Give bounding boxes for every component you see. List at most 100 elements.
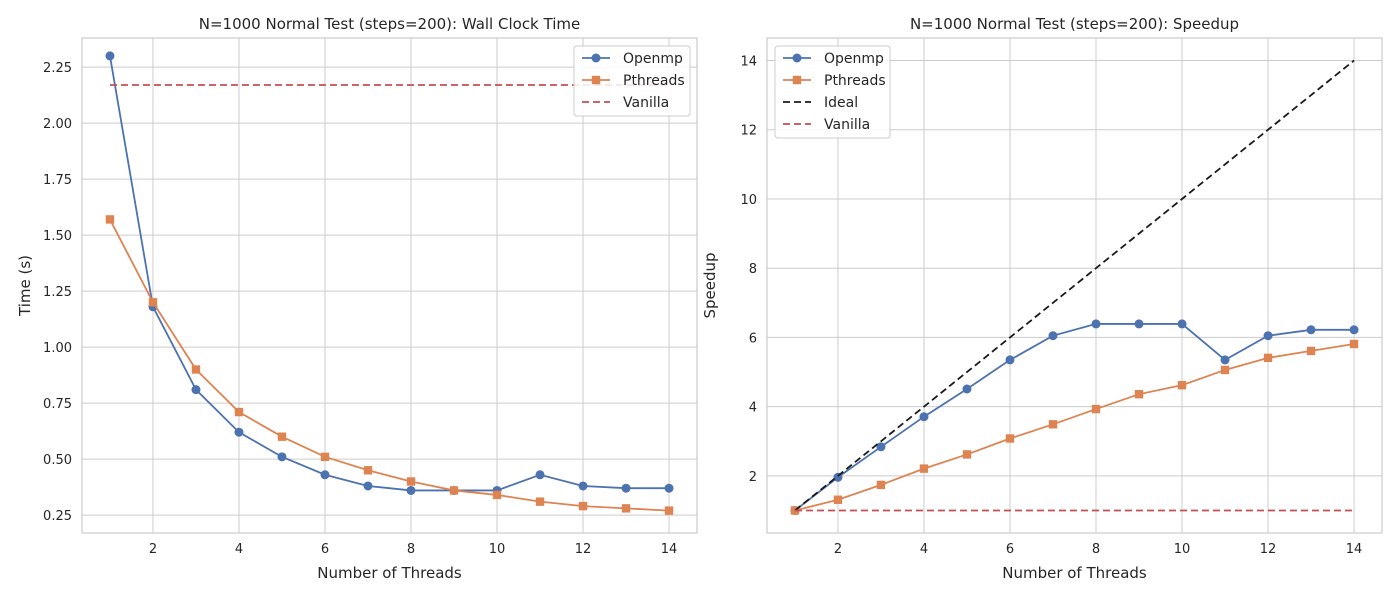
openmp-data-point (1220, 355, 1230, 365)
x-axis-label: Number of Threads (317, 564, 462, 582)
y-axis-label: Speedup (701, 252, 719, 318)
pthreads-data-point (535, 497, 545, 506)
pthreads-data-point (876, 480, 886, 490)
openmp-data-point (1048, 331, 1058, 341)
chart-wall-clock-time: 2 4 6 8 10 12 14 0.25 0.50 0.75 1.00 1.25 1.50 1.75 2.… (16, 15, 698, 582)
pthreads-data-point (406, 477, 416, 486)
legend-frame (774, 45, 891, 139)
pthreads-series-line (794, 343, 1355, 512)
y-tick-label: 0.50 (43, 453, 72, 468)
openmp-data-point (1263, 331, 1273, 341)
openmp-data-point (363, 481, 373, 491)
legend-marker-pthreads (591, 75, 601, 85)
openmp-data-point (1349, 325, 1359, 335)
y-tick-label: 1.50 (43, 229, 72, 244)
pthreads-data-point (492, 490, 502, 500)
y-tick-label: 1.75 (43, 173, 72, 188)
ideal-series-line (794, 59, 1355, 512)
x-tick-label: 8 (407, 542, 415, 557)
openmp-data-point (919, 412, 929, 422)
pthreads-data-point (1048, 420, 1058, 429)
y-tick-label: 2.25 (43, 61, 72, 76)
pthreads-data-point (1177, 380, 1187, 390)
plot-area-frame (81, 37, 698, 534)
y-tick-label: 1.00 (43, 341, 72, 356)
legend-label-vanilla: Vanilla (623, 95, 669, 111)
openmp-data-point (535, 470, 545, 480)
pthreads-data-point (1134, 389, 1144, 399)
openmp-data-point (1091, 319, 1101, 329)
openmp-data-point (277, 452, 287, 462)
pthreads-data-point (320, 452, 330, 462)
pthreads-data-point (1263, 353, 1273, 363)
legend: Openmp Pthreads Ideal Vanilla (774, 45, 891, 139)
pthreads-data-point (148, 298, 158, 307)
openmp-data-point (105, 51, 115, 61)
y-tick-label: 12 (740, 124, 757, 139)
legend: Openmp Pthreads Vanilla (573, 45, 691, 117)
y-tick-label: 4 (749, 401, 757, 416)
pthreads-data-point (191, 365, 201, 374)
legend-marker-openmp (591, 53, 601, 63)
x-tick-label: 2 (834, 542, 842, 557)
x-tick-label: 4 (920, 542, 928, 557)
pthreads-data-point (234, 407, 244, 417)
x-axis-label: Number of Threads (1002, 564, 1147, 582)
pthreads-series-line (109, 219, 670, 512)
pthreads-data-point (1220, 365, 1230, 375)
pthreads-data-point (919, 464, 929, 473)
x-tick-label: 12 (575, 542, 592, 557)
legend-frame (573, 45, 691, 117)
openmp-data-point (664, 483, 674, 493)
pthreads-data-point (105, 215, 115, 224)
openmp-data-point (876, 442, 886, 452)
pthreads-data-point (962, 450, 972, 459)
pthreads-data-point (833, 495, 843, 504)
openmp-data-point (1134, 319, 1144, 329)
chart-title: N=1000 Normal Test (steps=200): Speedup (910, 15, 1239, 33)
legend-marker-pthreads (792, 75, 802, 85)
openmp-series-line (794, 323, 1355, 512)
y-tick-label: 14 (740, 55, 757, 70)
x-tick-label: 8 (1092, 542, 1100, 557)
x-tick-label: 6 (321, 542, 329, 557)
x-tick-label: 4 (235, 542, 243, 557)
x-tick-label: 2 (149, 542, 157, 557)
openmp-data-point (578, 481, 588, 491)
x-tick-label: 10 (489, 542, 506, 557)
legend-label-pthreads: Pthreads (824, 73, 886, 89)
y-tick-label: 8 (749, 262, 757, 277)
pthreads-data-point (621, 504, 631, 513)
pthreads-data-point (449, 486, 459, 495)
openmp-data-point (234, 427, 244, 437)
openmp-data-point (1177, 319, 1187, 329)
openmp-series-line (109, 55, 670, 492)
openmp-data-point (1306, 325, 1316, 335)
y-tick-label: 2.00 (43, 117, 72, 132)
openmp-data-point (191, 385, 201, 395)
pthreads-data-point (1005, 434, 1015, 443)
x-tick-label: 6 (1006, 542, 1014, 557)
y-tick-label: 10 (740, 193, 757, 208)
chart-title: N=1000 Normal Test (steps=200): Wall Clo… (199, 15, 580, 33)
pthreads-data-point (277, 432, 287, 441)
openmp-data-point (406, 485, 416, 495)
pthreads-data-point (1306, 346, 1316, 356)
openmp-data-point (320, 470, 330, 480)
pthreads-data-point (578, 501, 588, 511)
pthreads-data-point (1091, 404, 1101, 414)
pthreads-data-point (363, 466, 373, 475)
legend-label-pthreads: Pthreads (623, 73, 685, 89)
y-axis-label: Time (s) (16, 255, 34, 317)
openmp-data-point (621, 483, 631, 493)
legend-marker-openmp (792, 53, 802, 63)
openmp-data-point (1005, 355, 1015, 365)
x-tick-label: 10 (1174, 542, 1191, 557)
legend-label-openmp: Openmp (623, 51, 683, 67)
openmp-data-point (962, 384, 972, 394)
x-tick-label: 12 (1260, 542, 1277, 557)
plot-area-frame (766, 37, 1383, 534)
legend-label-ideal: Ideal (824, 95, 858, 111)
legend-label-openmp: Openmp (824, 51, 884, 67)
